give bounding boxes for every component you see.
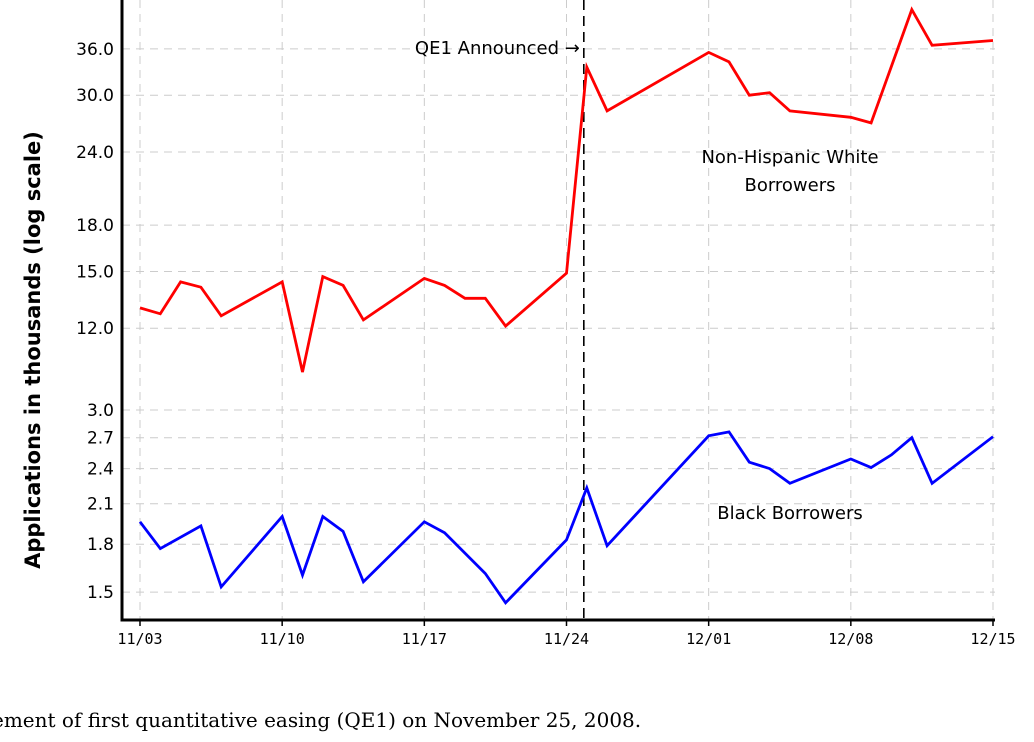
lower-y-tick-label: 2.4 [87,460,114,480]
x-tick-label: 11/10 [260,630,305,648]
x-tick-label: 11/24 [544,630,589,648]
grid [122,0,995,620]
white-borrowers-label: Borrowers [744,175,835,196]
lower-y-tick-label: 3.0 [87,401,114,421]
upper-y-tick-label: 24.0 [76,143,114,163]
chart: 11/03 11/10 11/17 11/24 12/01 12/08 12/15 36.0 3… [21,0,1016,648]
black-borrowers-label: Black Borrowers [717,503,862,524]
series-labels: Non-Hispanic White Borrowers Black Borrowe… [701,147,878,524]
lower-y-tick-label: 1.5 [87,583,114,603]
x-tick-label: 12/08 [828,630,873,648]
white-borrowers-line [139,6,994,373]
figure-caption: ement of first quantitative easing (QE1)… [0,700,1034,742]
x-tick-label: 12/01 [686,630,731,648]
lower-y-tick-label: 1.8 [87,535,114,555]
axes [120,0,995,622]
x-tick-label: 11/03 [117,630,162,648]
series-group [138,6,994,605]
upper-y-tick-label: 36.0 [76,40,114,60]
tick-labels: 11/03 11/10 11/17 11/24 12/01 12/08 12/15 36.0 3… [76,40,1015,648]
x-tick-label: 11/17 [402,630,447,648]
lower-y-tick-label: 2.1 [87,495,114,515]
white-borrowers-label: Non-Hispanic White [701,147,878,168]
qe1-annotation: QE1 Announced → [415,38,580,59]
upper-y-tick-label: 15.0 [76,262,114,282]
caption-text: ement of first quantitative easing (QE1)… [0,708,642,732]
lower-y-tick-label: 2.7 [87,429,114,449]
y-axis-label: Applications in thousands (log scale) [21,131,45,569]
black-borrowers-line [138,430,994,605]
x-tick-label: 12/15 [970,630,1015,648]
upper-y-tick-label: 18.0 [76,216,114,236]
upper-y-tick-label: 12.0 [76,319,114,339]
upper-y-tick-label: 30.0 [76,86,114,106]
